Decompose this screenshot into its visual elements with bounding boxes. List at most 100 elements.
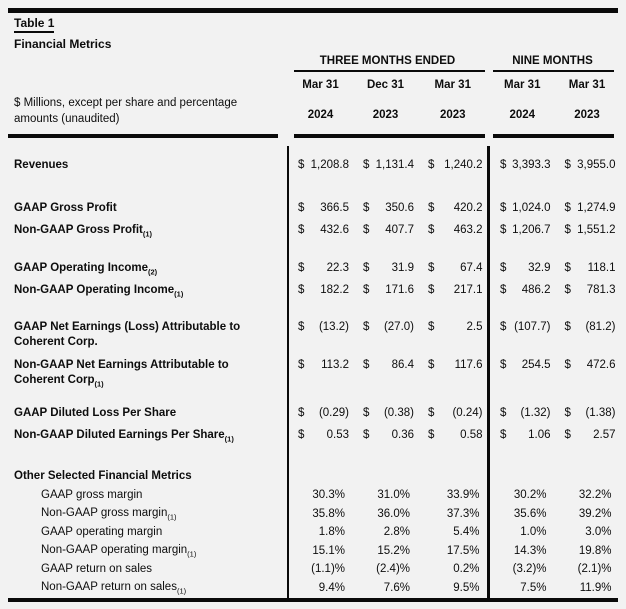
currency-symbol: $	[564, 262, 571, 274]
cell-value: 113.2	[321, 359, 349, 371]
value-cell: $67.4	[418, 262, 488, 274]
column-month-headers: Mar 31 Dec 31 Mar 31 Mar 31 Mar 31	[288, 79, 620, 91]
value-cell: $1,208.8	[288, 159, 353, 171]
table-row: GAAP gross margin 30.3% 31.0% 33.9% 30.2% 32.…	[0, 486, 626, 505]
currency-symbol: $	[428, 407, 435, 419]
cell-value: 182.2	[320, 284, 349, 296]
cell-value: 781.3	[586, 284, 616, 296]
value-cell: $ (13.2)	[288, 320, 353, 335]
value-cell: $ (0.24)	[418, 407, 488, 419]
value-cell: 37.3%	[446, 507, 480, 520]
cell-value: 366.5	[320, 202, 349, 214]
row-values: 9.4% 7.6% 9.5% 7.5% 11.9%	[288, 582, 620, 594]
currency-symbol: $	[298, 284, 305, 296]
value-cell: 5.4%	[453, 526, 480, 539]
cell-value: (0.29)	[318, 407, 349, 419]
currency-symbol: $	[363, 224, 370, 236]
row-label: GAAP return on sales	[41, 562, 153, 575]
row-label: Non-GAAP gross margin(1)	[41, 507, 177, 522]
value-cell: $ (0.38)	[353, 407, 418, 419]
row-label: GAAP Net Earnings (Loss) Attributable to…	[14, 321, 241, 348]
value-cell: $22.3	[288, 262, 353, 274]
table-row: GAAP Diluted Loss Per Share $ (0.29) $ (0.38…	[0, 402, 626, 424]
cell-value: 420.2	[453, 202, 483, 214]
currency-symbol: $	[298, 202, 305, 214]
cell-value: (107.7)	[514, 321, 551, 333]
header-rule-nine-months	[493, 134, 614, 138]
currency-symbol: $	[363, 321, 370, 333]
footnote-marker: (1)	[94, 379, 104, 389]
column-header-month: Dec 31	[366, 79, 405, 91]
row-values: $432.6 $407.7 $463.2 $1,206.7 $1,551.2	[288, 224, 620, 236]
currency-symbol: $	[363, 284, 370, 296]
value-cell: 35.8%	[312, 507, 345, 520]
value-cell: $217.1	[418, 284, 488, 296]
table-row: Non-GAAP Diluted Earnings Per Share(1) $0…	[0, 424, 626, 446]
cell-value: 350.6	[385, 202, 414, 214]
value-cell: $117.6	[418, 358, 488, 373]
row-values: 30.3% 31.0% 33.9% 30.2% 32.2%	[288, 489, 620, 501]
currency-symbol: $	[500, 359, 507, 371]
cell-value: (13.2)	[318, 321, 349, 333]
value-cell: $1,240.2	[418, 159, 488, 171]
value-cell: 7.5%	[520, 581, 547, 594]
currency-symbol: $	[500, 202, 507, 214]
spacer-row	[0, 140, 626, 154]
cell-value: 2.5	[466, 321, 483, 333]
cell-value: 2.57	[593, 429, 616, 441]
spacer-row	[0, 393, 626, 402]
header-rule-left	[8, 134, 278, 138]
value-cell: $86.4	[353, 358, 418, 373]
column-header-month: Mar 31	[434, 79, 471, 91]
footnote-marker: (1)	[176, 586, 187, 596]
cell-value: 22.3	[326, 262, 349, 274]
unit-note: $ Millions, except per share and percent…	[14, 96, 284, 127]
value-cell: (2.4)%	[376, 563, 410, 576]
cell-value: (0.38)	[383, 407, 414, 419]
row-label: Non-GAAP Gross Profit(1)	[14, 223, 153, 238]
cell-value: 3,393.3	[512, 159, 551, 171]
currency-symbol: $	[500, 429, 507, 441]
table-row: Non-GAAP Gross Profit(1) $432.6 $407.7 $463…	[0, 219, 626, 241]
currency-symbol: $	[500, 159, 507, 171]
value-cell: 15.1%	[312, 544, 345, 557]
cell-value: 1,206.7	[512, 224, 551, 236]
value-cell: $3,955.0	[555, 159, 620, 171]
value-cell: 3.0%	[585, 526, 612, 539]
spacer-row	[0, 176, 626, 197]
value-cell: 39.2%	[578, 507, 612, 520]
footnote-marker: (1)	[142, 228, 153, 238]
unit-note-line1: $ Millions, except per share and percent…	[14, 97, 238, 109]
header-rule-three-months	[294, 134, 485, 138]
row-label: Non-GAAP operating margin(1)	[41, 544, 197, 559]
spacer-row	[0, 446, 626, 467]
value-cell: 17.5%	[446, 544, 480, 557]
footnote-marker: (1)	[174, 288, 184, 298]
currency-symbol: $	[500, 262, 507, 274]
row-values: 1.8% 2.8% 5.4% 1.0% 3.0%	[288, 526, 620, 538]
row-values: $0.53 $0.36 $0.58 $1.06 $2.57	[288, 429, 620, 441]
value-cell: 32.2%	[578, 489, 612, 502]
value-cell: $1,274.9	[555, 202, 620, 214]
table-number-heading: Table 1	[14, 16, 55, 33]
value-cell: $113.2	[288, 358, 353, 373]
row-values: $182.2 $171.6 $217.1 $486.2 $781.3	[288, 284, 620, 296]
row-label: Non-GAAP Net Earnings Attributable to Coh…	[14, 359, 229, 389]
table-row: Non-GAAP Operating Income(1) $182.2 $171.6…	[0, 279, 626, 301]
unit-note-line2: amounts (unaudited)	[14, 112, 120, 125]
cell-value: 1.06	[528, 429, 551, 441]
table-body: Revenues $1,208.8 $1,131.4 $1,240.2 $3,393.3…	[0, 140, 626, 597]
table-row: Non-GAAP operating margin(1) 15.1% 15.2% 17…	[0, 542, 626, 561]
currency-symbol: $	[363, 359, 370, 371]
top-rule	[8, 8, 618, 13]
currency-symbol: $	[500, 284, 507, 296]
currency-symbol: $	[564, 202, 571, 214]
value-cell: 9.4%	[318, 581, 345, 594]
currency-symbol: $	[363, 429, 370, 441]
row-values: $22.3 $31.9 $67.4 $32.9 $118.1	[288, 262, 620, 274]
currency-symbol: $	[428, 159, 435, 171]
value-cell: $463.2	[418, 224, 488, 236]
value-cell: $ (27.0)	[353, 320, 418, 335]
value-cell: $486.2	[490, 284, 555, 296]
column-header-month: Mar 31	[302, 79, 339, 91]
